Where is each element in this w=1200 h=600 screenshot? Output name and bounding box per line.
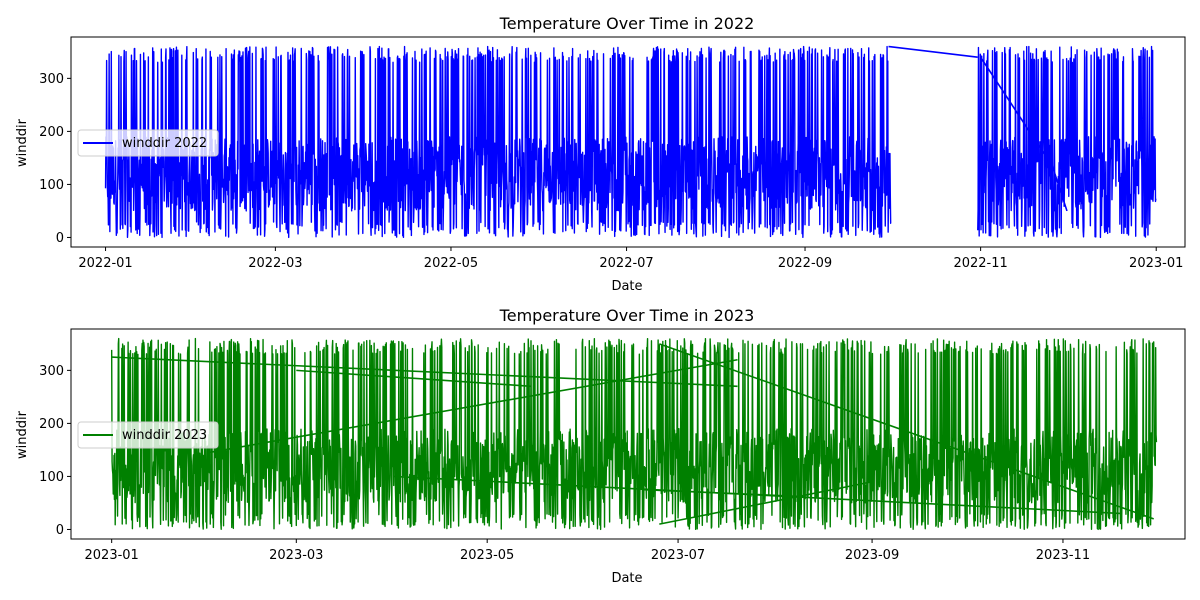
- y-axis-label-2022: winddir: [15, 118, 30, 167]
- x-tick-label: 2023-11: [1036, 548, 1090, 563]
- connector-line: [208, 358, 738, 454]
- y-tick-label: 100: [39, 178, 64, 193]
- legend-2023: winddir 2023: [77, 421, 219, 449]
- connector-line: [659, 343, 1154, 520]
- x-tick-label: 2023-01: [85, 548, 139, 563]
- chart-title-2022: Temperature Over Time in 2022: [499, 14, 755, 33]
- y-axis-label-2023: winddir: [15, 410, 30, 459]
- legend-2022: winddir 2022: [77, 129, 219, 157]
- x-tick-label: 2023-09: [845, 548, 899, 563]
- x-axis-label-2023: Date: [611, 571, 642, 586]
- x-tick-label: 2022-01: [78, 256, 132, 271]
- x-tick-label: 2022-05: [424, 256, 478, 271]
- chart-panel-2022: Temperature Over Time in 2022 0 100 200 300…: [15, 14, 1186, 294]
- legend-box-2022: [77, 129, 219, 157]
- series-line-2022: [104, 45, 1157, 239]
- x-tick-label: 2022-07: [599, 256, 653, 271]
- legend-label-2023: winddir 2023: [122, 428, 207, 443]
- x-tick-label: 2022-11: [953, 256, 1007, 271]
- axes-frame: [70, 36, 1186, 248]
- y-tick-label: 300: [39, 72, 64, 87]
- y-tick-label: 200: [39, 125, 64, 140]
- legend-box-2023: [77, 421, 219, 449]
- plot-area-2022: 0 100 200 300 2022-01 2022-03 2022-05 2022-07 20…: [39, 36, 1186, 271]
- connector-line: [643, 488, 804, 498]
- connector-line: [296, 369, 532, 388]
- y-tick-label: 0: [56, 231, 64, 246]
- y-tick-label: 200: [39, 417, 64, 432]
- x-tick-label: 2023-03: [269, 548, 323, 563]
- connector-line: [1048, 157, 1068, 212]
- chart-panel-2023: Temperature Over Time in 2023 0 100 200 300…: [15, 306, 1186, 586]
- series-line-2023: [110, 337, 1158, 531]
- x-tick-label: 2022-03: [248, 256, 302, 271]
- connector-line: [888, 45, 978, 58]
- x-tick-label: 2022-09: [778, 256, 832, 271]
- connector-line: [659, 480, 873, 525]
- legend-label-2022: winddir 2022: [122, 136, 207, 151]
- x-axis-label-2022: Date: [611, 279, 642, 294]
- chart-title-2023: Temperature Over Time in 2023: [499, 306, 755, 325]
- y-tick-label: 300: [39, 364, 64, 379]
- y-tick-label: 100: [39, 470, 64, 485]
- connector-line: [979, 56, 1048, 159]
- x-tick-label: 2023-05: [460, 548, 514, 563]
- y-tick-label: 0: [56, 523, 64, 538]
- connector-line: [111, 356, 738, 388]
- plot-area-2023: 0 100 200 300 2023-01 2023-03 2023-05 2023-07 20…: [39, 328, 1186, 563]
- x-tick-label: 2023-07: [651, 548, 705, 563]
- axes-frame: [70, 328, 1186, 540]
- x-tick-label: 2023-01: [1129, 256, 1183, 271]
